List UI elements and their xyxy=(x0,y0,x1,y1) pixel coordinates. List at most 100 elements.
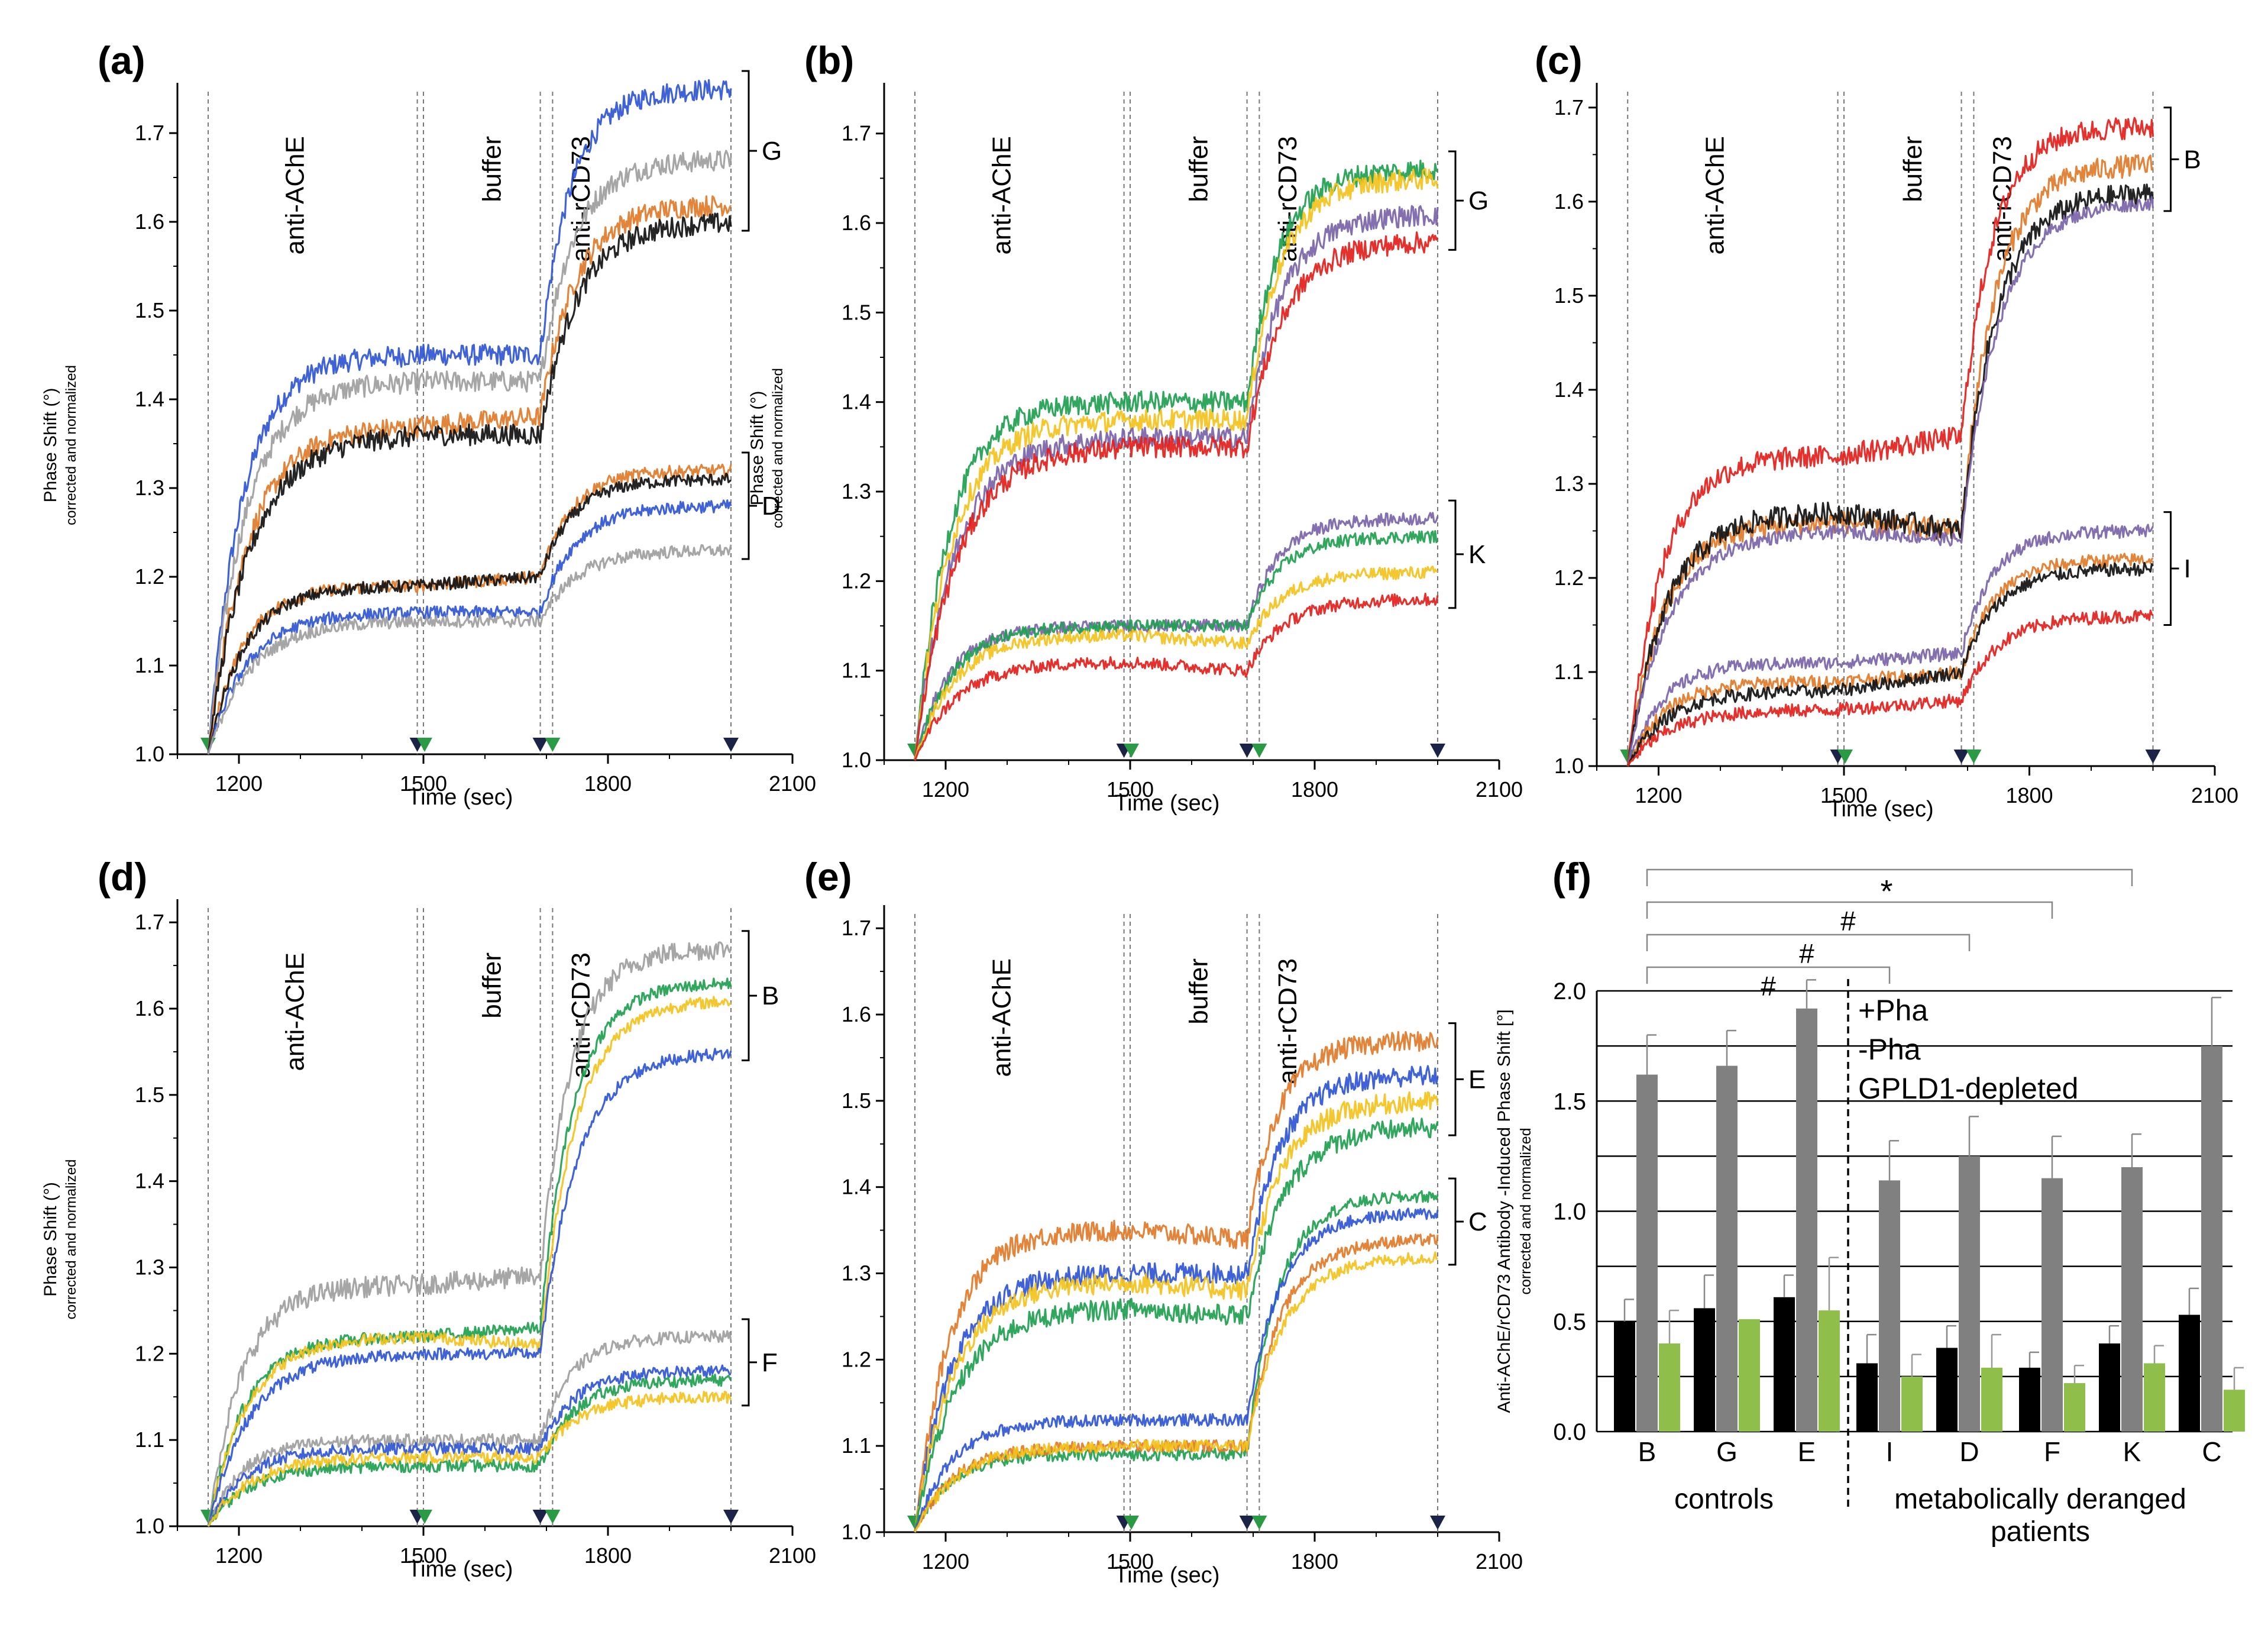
group-bracket xyxy=(742,451,757,560)
category-label: E xyxy=(1798,1436,1816,1467)
y-tick-label: 0.0 xyxy=(1553,1419,1586,1445)
bar-Pha-I xyxy=(1879,1180,1900,1432)
y-tick-label: 1.3 xyxy=(1554,471,1584,496)
panel-c: (c) 1.0 1.1 1.2 1.3 1.4 1.5 1.6 1.7 1200 1500 1800 2… xyxy=(1535,38,2238,822)
group-label: K xyxy=(1468,540,1486,569)
x-tick-label: 2100 xyxy=(1476,777,1523,802)
group-label: F xyxy=(762,1348,778,1377)
x-tick-label: 1500 xyxy=(1107,1549,1154,1574)
y-tick-label: 1.2 xyxy=(842,1347,871,1371)
group-label-deranged: metabolically deranged xyxy=(1894,1484,2186,1515)
y-tick-label: 1.1 xyxy=(135,653,164,677)
group-label: D xyxy=(762,492,781,521)
trace-yellow xyxy=(914,1091,1439,1533)
event-arrow xyxy=(545,1510,561,1524)
event-arrow xyxy=(1837,750,1853,764)
trace-orange xyxy=(1626,154,2154,767)
x-tick-label: 1200 xyxy=(215,1543,263,1568)
phase-label: anti-AChE xyxy=(281,136,310,255)
bar-Pha-F xyxy=(2041,1178,2063,1432)
group-bracket xyxy=(2163,511,2179,626)
trace-red xyxy=(914,592,1439,761)
x-tick-label: 1800 xyxy=(584,1543,632,1568)
y-tick-label: 1.3 xyxy=(135,1255,164,1280)
x-axis-label: Time (sec) xyxy=(1114,1563,1219,1588)
trace-blue xyxy=(207,499,732,755)
trace-gray xyxy=(207,544,732,755)
event-arrow xyxy=(545,738,561,752)
y-tick-label: 1.5 xyxy=(135,1083,164,1107)
x-tick-label: 2100 xyxy=(2191,783,2238,807)
event-arrow xyxy=(1966,750,1982,764)
y-tick-label: 1.5 xyxy=(842,1088,871,1113)
y-tick-label: 1.2 xyxy=(135,1341,164,1365)
bar-Pha-B xyxy=(1659,1343,1680,1432)
x-tick-label: 1200 xyxy=(215,771,263,796)
y-tick-label: 1.5 xyxy=(842,300,871,324)
y-axis-sublabel: corrected and normalized xyxy=(770,368,786,528)
x-tick-label: 1800 xyxy=(1291,777,1338,802)
trace-orange xyxy=(1626,553,2154,767)
bar-Pha-D xyxy=(1959,1156,1980,1432)
y-tick-label: 1.6 xyxy=(135,996,164,1020)
legend-entry: -Pha xyxy=(1858,1033,1921,1066)
bar-GPLD1depleted-G xyxy=(1694,1308,1715,1432)
y-tick-label: 1.2 xyxy=(1554,566,1584,590)
trace-gray xyxy=(207,941,732,1527)
y-tick-label: 1.2 xyxy=(135,564,164,589)
bar-GPLD1depleted-K xyxy=(2099,1343,2120,1432)
trace-red xyxy=(914,231,1439,761)
significance-bracket xyxy=(1646,933,1971,951)
trace-red xyxy=(1626,117,2154,767)
panel-e: (e) 1.0 1.1 1.2 1.3 1.4 1.5 1.6 1.7 1200 1500 1800 2… xyxy=(804,855,1523,1588)
y-tick-label: 1.4 xyxy=(842,1175,871,1199)
x-axis-label: Time (sec) xyxy=(1114,791,1219,816)
phase-label: buffer xyxy=(477,952,506,1019)
trace-purple xyxy=(1626,196,2154,767)
significance-mark: # xyxy=(1799,938,1814,969)
y-axis-label: Phase Shift (°) xyxy=(41,1182,60,1297)
panel-label: (b) xyxy=(804,38,854,82)
category-label: B xyxy=(1638,1436,1656,1467)
event-arrow xyxy=(1239,1516,1255,1530)
panel-label: (e) xyxy=(804,855,852,899)
significance-bracket xyxy=(1646,868,2133,886)
trace-yellow xyxy=(914,167,1439,761)
category-label: C xyxy=(2202,1436,2221,1467)
y-tick-label: 1.3 xyxy=(842,479,871,503)
y-tick-label: 1.4 xyxy=(135,1169,164,1193)
bar-Pha-F xyxy=(2064,1383,2085,1432)
y-tick-label: 1.1 xyxy=(842,658,871,683)
x-tick-label: 1500 xyxy=(400,1543,447,1568)
y-axis-label: Phase Shift (°) xyxy=(41,388,60,503)
event-arrow xyxy=(417,738,432,752)
phase-label: buffer xyxy=(477,136,506,202)
event-arrow xyxy=(1430,1516,1445,1530)
panel-label: (f) xyxy=(1552,855,1591,899)
event-arrow xyxy=(532,738,548,752)
panel-f: (f) 0.0 0.5 1.0 1.5 2.0 Anti-AChE/rCD73 Antibo… xyxy=(1494,855,2245,1548)
bar-Pha-I xyxy=(1901,1376,1923,1432)
phase-label: anti-AChE xyxy=(988,136,1017,255)
bar-Pha-C xyxy=(2201,1046,2222,1432)
y-tick-label: 1.0 xyxy=(1553,1199,1586,1225)
x-axis-label: Time (sec) xyxy=(407,1557,513,1582)
significance-bracket xyxy=(1646,901,2053,919)
phase-label: anti-rCD73 xyxy=(567,952,596,1078)
y-axis-sublabel: corrected and normalized xyxy=(63,1159,79,1320)
trace-gray xyxy=(207,150,732,755)
x-tick-label: 1200 xyxy=(922,1549,969,1574)
event-arrow xyxy=(1251,1516,1267,1530)
group-label: G xyxy=(1468,186,1489,215)
y-tick-label: 1.6 xyxy=(842,1002,871,1026)
x-tick-label: 1500 xyxy=(1107,777,1154,802)
trace-red xyxy=(1626,609,2154,767)
y-tick-label: 1.1 xyxy=(135,1427,164,1452)
group-label: I xyxy=(2184,554,2191,583)
trace-yellow xyxy=(914,1251,1438,1533)
x-tick-label: 1800 xyxy=(2005,783,2053,807)
group-label: B xyxy=(762,981,779,1010)
phase-label: buffer xyxy=(1184,958,1213,1025)
group-label: C xyxy=(1468,1207,1487,1236)
